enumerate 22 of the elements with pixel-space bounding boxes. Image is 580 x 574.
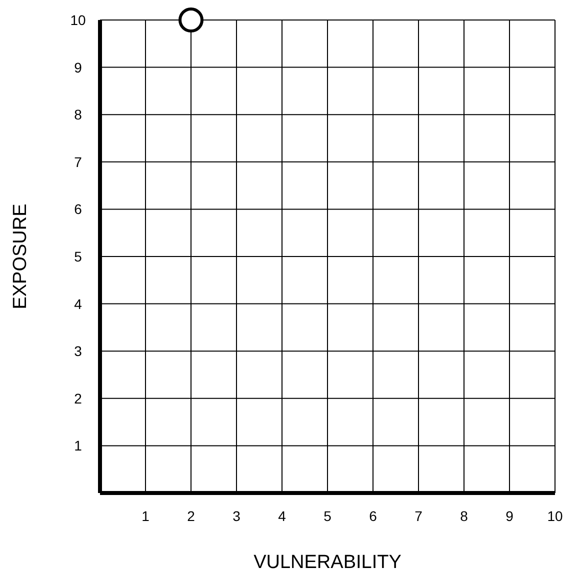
- y-tick-label: 3: [74, 343, 82, 360]
- y-tick-label: 4: [74, 296, 82, 312]
- x-tick-label: 3: [232, 508, 241, 524]
- y-tick-label: 8: [74, 106, 82, 123]
- x-tick-label: 8: [460, 508, 468, 524]
- x-tick-label: 9: [506, 508, 514, 524]
- y-tick-label: 7: [74, 154, 82, 170]
- y-tick-label: 10: [70, 12, 86, 28]
- x-tick-label: 10: [547, 508, 563, 524]
- y-tick-label: 6: [74, 201, 82, 218]
- y-tick-label: 5: [74, 248, 82, 264]
- y-tick-label: 9: [74, 59, 82, 76]
- y-tick-label: 1: [74, 438, 82, 454]
- x-tick-label: 7: [414, 508, 423, 524]
- x-tick-label: 1: [142, 508, 150, 524]
- y-tick-label: 2: [74, 390, 82, 406]
- y-axis-title: EXPOSURE: [10, 204, 31, 310]
- x-tick-label: 5: [324, 508, 332, 524]
- x-axis-title: VULNERABILITY: [254, 552, 402, 573]
- x-tick-label: 4: [278, 508, 286, 524]
- x-tick-label: 6: [369, 508, 378, 524]
- x-tick-label: 2: [187, 508, 196, 524]
